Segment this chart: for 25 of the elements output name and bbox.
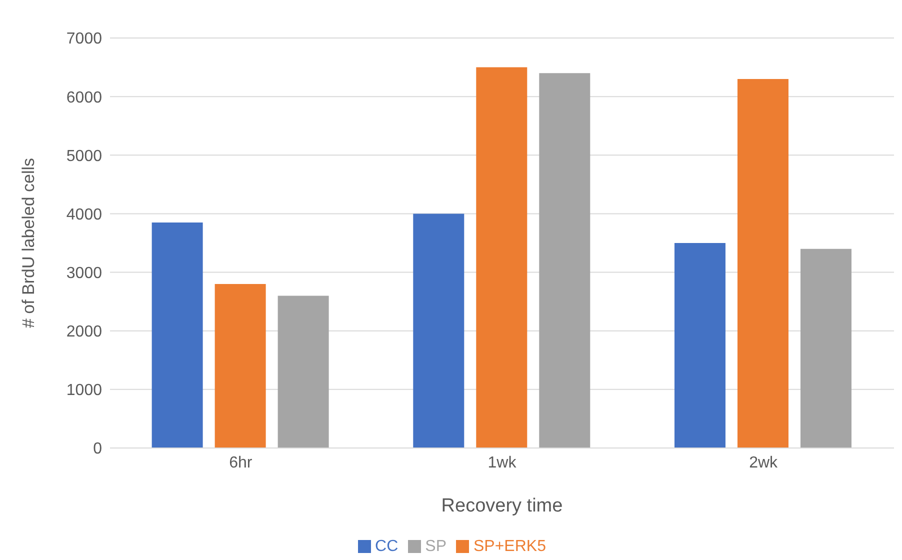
- y-tick-label: 3000: [66, 264, 102, 282]
- x-tick-label: 1wk: [488, 454, 518, 472]
- legend-label: CC: [375, 538, 398, 555]
- y-tick-label: 0: [93, 440, 102, 458]
- y-tick-label: 1000: [66, 382, 102, 400]
- y-tick-label: 5000: [66, 148, 102, 165]
- bar: [214, 284, 266, 448]
- bar: [800, 248, 852, 448]
- bar: [413, 214, 464, 448]
- bar: [737, 79, 788, 448]
- bar: [152, 222, 203, 448]
- legend-label: SP+ERK5: [473, 538, 546, 555]
- y-tick-label: 7000: [66, 30, 102, 48]
- x-tick-label: 6hr: [229, 454, 253, 472]
- bar: [476, 67, 528, 448]
- bar: [278, 296, 329, 448]
- x-axis-title: Recovery time: [441, 495, 563, 516]
- x-tick-label: 2wk: [749, 454, 779, 472]
- bar: [539, 73, 590, 448]
- legend-label: SP: [425, 538, 446, 555]
- y-tick-label: 2000: [66, 324, 102, 341]
- bar: [674, 243, 726, 448]
- y-tick-label: 4000: [66, 206, 102, 224]
- y-axis-title: # of BrdU labeled cells: [19, 158, 38, 328]
- y-tick-label: 6000: [66, 89, 102, 106]
